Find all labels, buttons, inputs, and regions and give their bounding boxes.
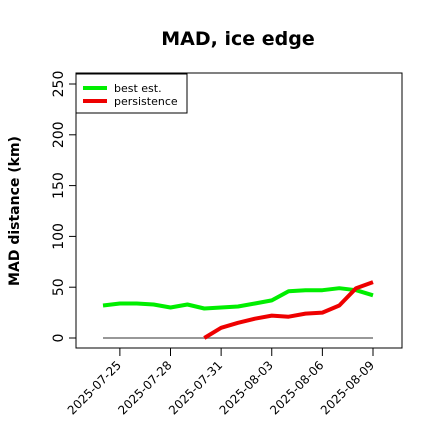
y-tick-label: 200 xyxy=(51,121,67,148)
y-tick-label: 150 xyxy=(51,172,67,199)
legend-label: best est. xyxy=(114,82,162,95)
legend: best est.persistence xyxy=(75,73,188,114)
legend-label: persistence xyxy=(114,95,178,108)
legend-box xyxy=(75,73,188,114)
y-axis: 0 50 100 150 200 250 xyxy=(51,71,77,343)
y-tick-label: 50 xyxy=(51,278,67,296)
y-tick-label: 250 xyxy=(51,71,67,98)
chart-title: MAD, ice edge xyxy=(161,28,314,50)
series-group xyxy=(102,280,374,340)
y-axis-label: MAD distance (km) xyxy=(7,136,23,286)
y-tick-label: 100 xyxy=(51,223,67,250)
y-tick-label: 0 xyxy=(51,334,67,343)
